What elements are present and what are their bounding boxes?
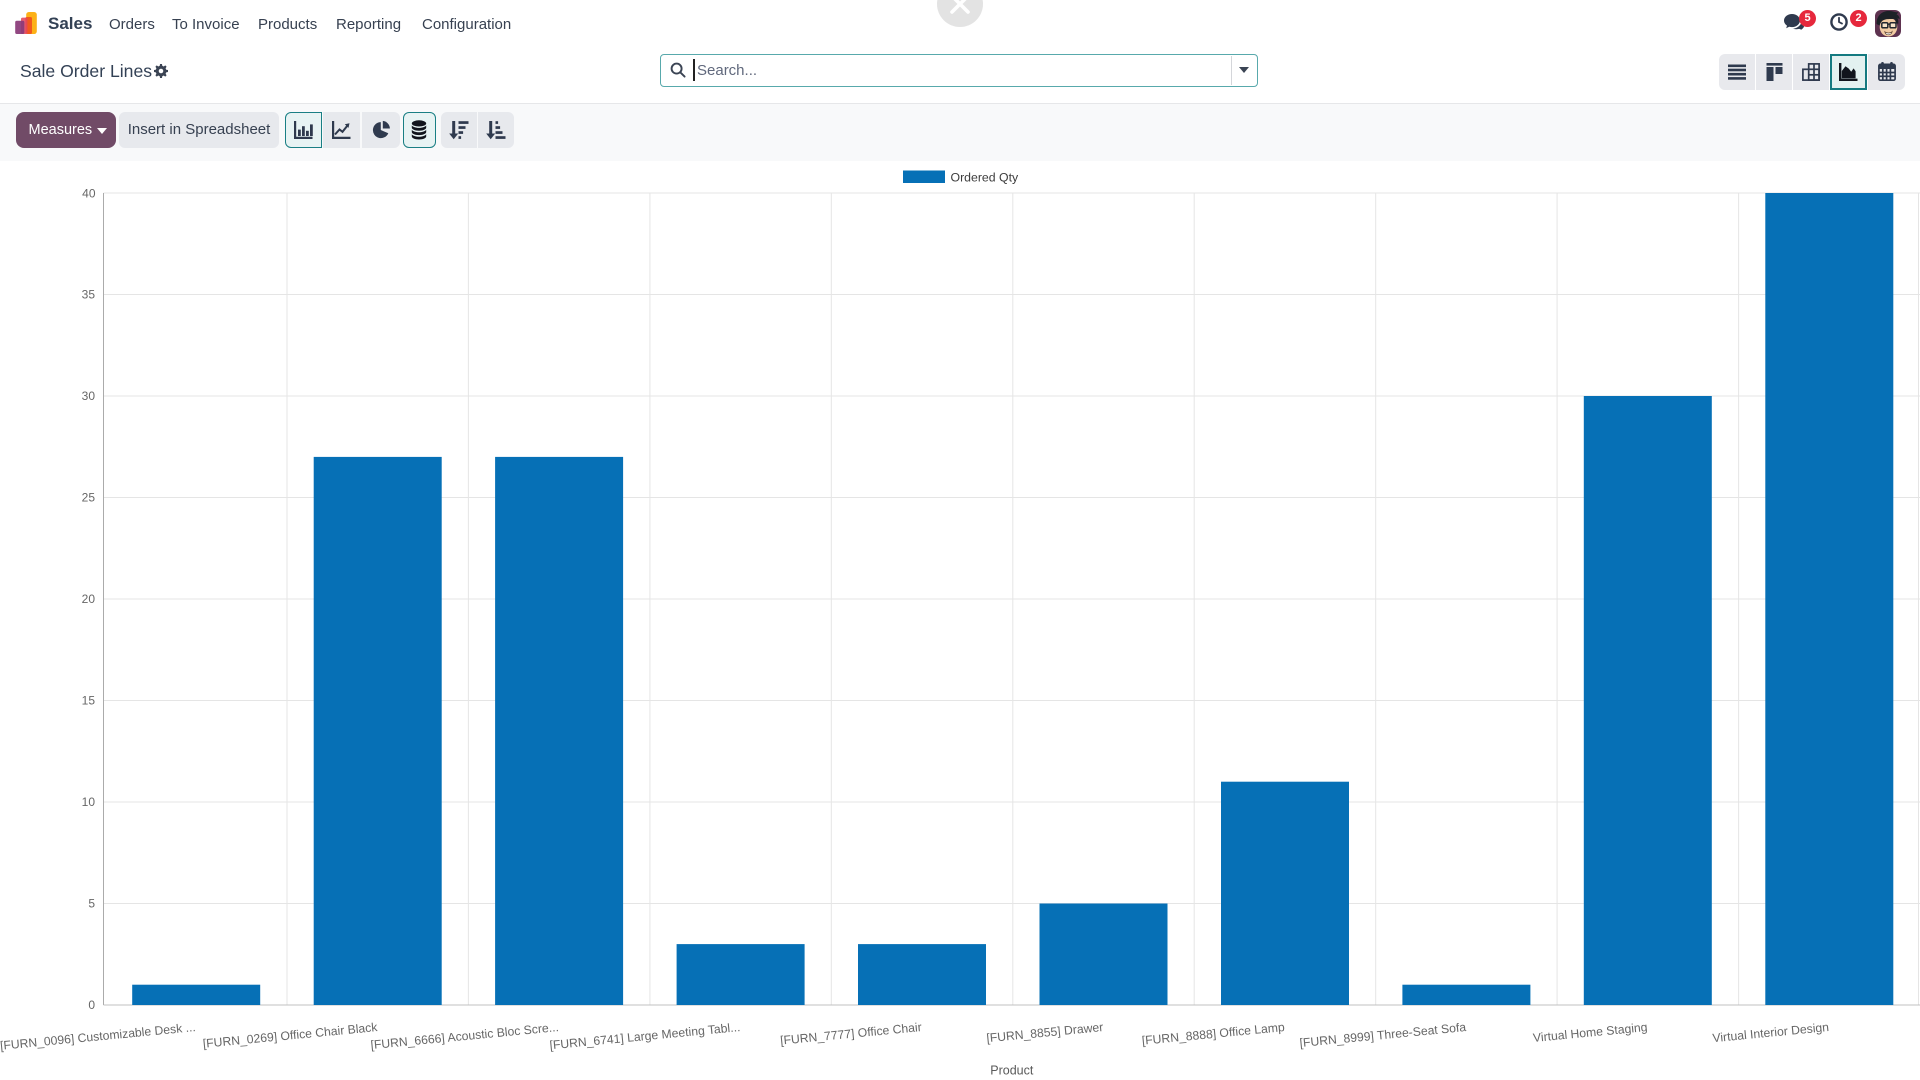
- svg-text:[FURN_8999] Three-Seat Sofa: [FURN_8999] Three-Seat Sofa: [1299, 1020, 1467, 1050]
- svg-text:5: 5: [88, 897, 95, 911]
- svg-text:25: 25: [82, 491, 96, 505]
- svg-text:[FURN_0269] Office Chair Black: [FURN_0269] Office Chair Black: [202, 1020, 379, 1051]
- svg-text:Ordered Qty: Ordered Qty: [951, 171, 1020, 185]
- svg-text:20: 20: [82, 592, 96, 606]
- svg-text:[FURN_8888] Office Lamp: [FURN_8888] Office Lamp: [1141, 1020, 1285, 1048]
- svg-text:30: 30: [82, 389, 96, 403]
- svg-text:[FURN_6741] Large Meeting Tabl: [FURN_6741] Large Meeting Tabl...: [549, 1020, 741, 1052]
- svg-text:35: 35: [82, 288, 96, 302]
- svg-text:Virtual Home Staging: Virtual Home Staging: [1532, 1020, 1648, 1045]
- svg-text:Product: Product: [990, 1064, 1034, 1078]
- svg-text:Virtual Interior Design: Virtual Interior Design: [1712, 1020, 1830, 1045]
- svg-text:10: 10: [82, 795, 96, 809]
- svg-text:40: 40: [82, 187, 96, 201]
- svg-text:0: 0: [88, 998, 95, 1012]
- svg-text:[FURN_8855] Drawer: [FURN_8855] Drawer: [986, 1020, 1104, 1045]
- svg-text:[FURN_0096] Customizable Desk: [FURN_0096] Customizable Desk ...: [0, 1020, 196, 1053]
- svg-text:15: 15: [82, 694, 96, 708]
- svg-text:[FURN_7777] Office Chair: [FURN_7777] Office Chair: [780, 1020, 923, 1048]
- svg-text:[FURN_6666] Acoustic Bloc Scre: [FURN_6666] Acoustic Bloc Scre...: [370, 1020, 559, 1052]
